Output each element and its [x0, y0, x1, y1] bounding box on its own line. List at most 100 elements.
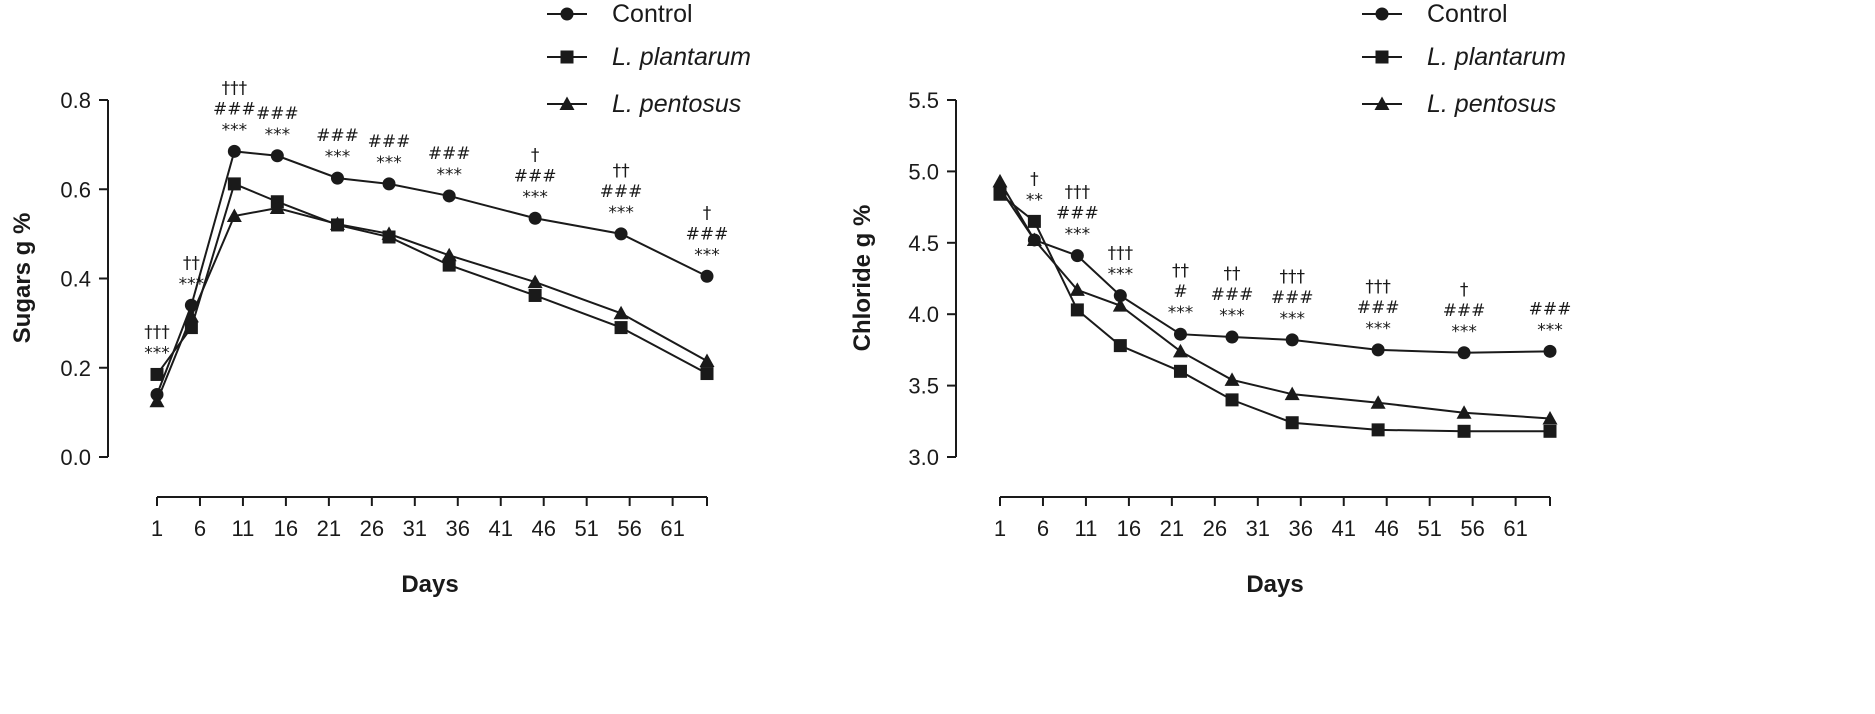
y-tick-label: 4.5 [908, 231, 939, 256]
x-tick-label: 16 [274, 516, 298, 541]
data-point-square [993, 187, 1007, 201]
significance-annotation: †† [1172, 261, 1190, 281]
significance-annotation: ### [1211, 285, 1254, 305]
data-point-circle [270, 149, 284, 163]
legend-label: L. pentosus [1427, 90, 1556, 118]
x-tick-label: 6 [1037, 516, 1049, 541]
series-line [156, 182, 708, 376]
y-axis-title: Chloride g % [849, 205, 876, 352]
significance-annotation: ††† [1108, 244, 1134, 264]
legend-label: L. plantarum [612, 43, 751, 71]
data-point-circle [227, 144, 241, 158]
significance-annotation: †† [613, 161, 631, 181]
legend-item: L. plantarum [547, 43, 751, 71]
data-point-circle [1113, 289, 1127, 303]
significance-annotation: *** [325, 147, 351, 167]
x-tick-label: 41 [1332, 516, 1356, 541]
significance-annotation: ### [686, 224, 729, 244]
data-point-triangle [441, 247, 457, 262]
significance-annotation: # [1173, 282, 1187, 302]
data-point-square [700, 367, 714, 381]
data-point-square [1113, 339, 1127, 353]
significance-annotation: *** [522, 187, 548, 207]
significance-annotation: *** [1108, 265, 1134, 285]
x-tick-label: 46 [531, 516, 555, 541]
data-point-circle [1543, 344, 1557, 358]
legend-marker-square [560, 50, 574, 64]
x-tick-label: 1 [994, 516, 1006, 541]
legend-marker-square [1375, 50, 1389, 64]
data-point-triangle [269, 200, 285, 214]
significance-annotation: *** [1168, 303, 1194, 323]
significance-annotation: ††† [1279, 267, 1305, 287]
data-point-square [1543, 424, 1557, 438]
significance-annotation: *** [436, 165, 462, 185]
significance-annotation: *** [1279, 309, 1305, 329]
data-point-circle [1457, 346, 1471, 360]
data-point-circle [1173, 327, 1187, 341]
significance-annotation: ††† [1365, 277, 1391, 297]
significance-annotation: *** [265, 125, 291, 145]
y-tick-label: 0.0 [60, 445, 91, 470]
data-point-square [1285, 416, 1299, 430]
significance-annotation: ### [428, 144, 471, 164]
legend-item: L. plantarum [1362, 43, 1566, 71]
significance-annotation: ### [1056, 204, 1099, 224]
data-point-square [1371, 423, 1385, 437]
significance-annotation: *** [1365, 319, 1391, 339]
x-axis-title: Days [1246, 571, 1303, 598]
significance-annotation: ††† [222, 78, 248, 98]
legend-label: L. plantarum [1427, 43, 1566, 71]
data-point-square [614, 321, 628, 335]
data-point-triangle [992, 173, 1008, 188]
y-tick-label: 5.5 [908, 88, 939, 113]
series-l-pentosus [149, 200, 715, 408]
significance-annotation: ### [213, 99, 256, 119]
data-point-circle [442, 189, 456, 203]
data-point-triangle [1542, 410, 1558, 425]
significance-annotation: *** [376, 153, 402, 173]
x-tick-label: 26 [1203, 516, 1227, 541]
data-point-triangle [1224, 372, 1240, 386]
significance-annotation: *** [179, 274, 205, 294]
x-tick-label: 6 [194, 516, 206, 541]
significance-annotation: ### [1529, 299, 1572, 319]
significance-annotation: †† [1224, 264, 1242, 284]
x-tick-label: 31 [1246, 516, 1270, 541]
data-point-circle [614, 227, 628, 241]
x-tick-label: 51 [1417, 516, 1441, 541]
x-tick-label: 46 [1374, 516, 1398, 541]
y-tick-label: 3.5 [908, 374, 939, 399]
significance-annotation: ** [1026, 190, 1043, 210]
significance-annotation: † [1460, 280, 1469, 300]
data-point-triangle [1456, 405, 1472, 419]
y-tick-label: 3.0 [908, 445, 939, 470]
x-tick-label: 1 [151, 516, 163, 541]
significance-annotation: ### [1271, 288, 1314, 308]
data-point-square [528, 288, 542, 302]
significance-annotation: ### [1443, 301, 1486, 321]
significance-annotation: *** [222, 120, 248, 140]
data-point-triangle [1112, 298, 1128, 312]
series-l-pentosus [992, 173, 1558, 425]
significance-annotation: *** [1537, 320, 1563, 340]
data-point-square [1173, 364, 1187, 378]
x-tick-label: 11 [232, 516, 255, 541]
y-tick-label: 0.4 [60, 267, 91, 292]
significance-annotation: ††† [144, 322, 170, 342]
x-tick-label: 61 [1503, 516, 1527, 541]
data-point-circle [330, 171, 344, 185]
data-point-triangle [381, 226, 397, 240]
x-tick-label: 56 [617, 516, 641, 541]
data-point-triangle [1370, 395, 1386, 409]
data-point-triangle [699, 353, 715, 368]
x-tick-label: 26 [360, 516, 384, 541]
legend-label: Control [612, 0, 693, 28]
y-tick-label: 0.6 [60, 177, 91, 202]
data-point-triangle [1172, 343, 1188, 358]
significance-annotation: ### [256, 104, 299, 124]
data-point-square [1070, 303, 1084, 317]
data-point-square [1225, 393, 1239, 407]
